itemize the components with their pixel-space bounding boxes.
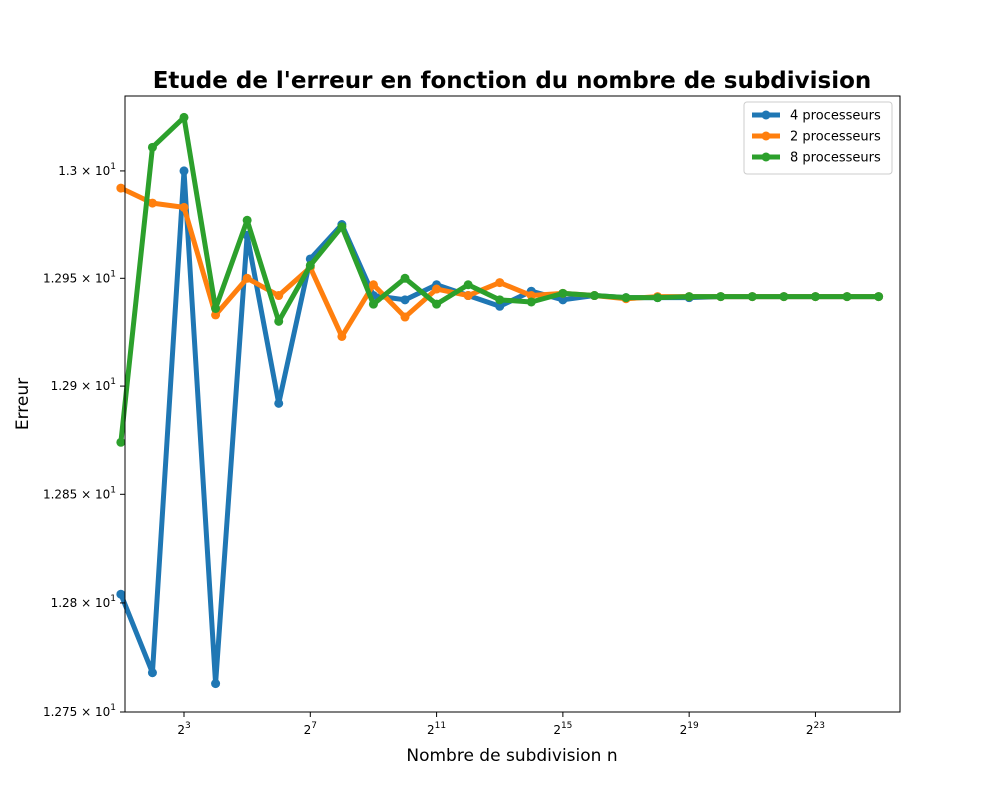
x-tick-label: 23 [177,721,190,737]
data-point [116,589,126,599]
data-point [274,316,284,326]
data-point [558,288,568,298]
data-point [495,278,505,288]
data-point [842,292,852,302]
data-point [495,295,505,305]
plot-area [116,112,884,689]
series-3 [116,112,884,447]
y-tick-label: 1.295 × 101 [43,269,116,285]
legend-box [743,101,893,175]
legend-label: 2 processeurs [790,130,881,145]
data-point [653,293,663,303]
data-point [147,142,157,152]
x-axis: 23 27 211 215 219 223 [177,712,825,737]
y-tick-label: 1.28 × 101 [51,594,116,610]
data-point [179,112,189,122]
data-point [337,331,347,341]
legend-item: 2 processeurs [752,130,881,145]
data-point [526,291,536,301]
legend-swatch-marker [761,152,771,162]
data-point [242,215,252,225]
data-point [747,292,757,302]
y-tick-label: 1.285 × 101 [43,485,116,501]
data-point [716,292,726,302]
y-tick-label: 1.3 × 101 [58,162,116,178]
data-point [463,291,473,301]
data-point [779,292,789,302]
data-point [274,291,284,301]
data-point [179,166,189,176]
data-point [526,297,536,307]
legend-item: 8 processeurs [752,151,881,166]
data-point [116,183,126,193]
data-point [432,299,442,309]
legend-label: 8 processeurs [790,151,881,166]
data-point [432,284,442,294]
data-point [147,668,157,678]
data-point [242,273,252,283]
data-point [810,292,820,302]
data-point [368,299,378,309]
data-point [368,280,378,290]
data-point [589,291,599,301]
y-axis: 1.275 × 101 1.28 × 101 1.285 × 101 1.29 × 1… [43,162,125,719]
data-point [147,198,157,208]
x-axis-title: Nombre de subdivision n [406,746,617,766]
data-point [400,295,410,305]
x-tick-label: 223 [806,721,825,737]
legend-swatch-marker [761,110,771,120]
legend: 4 processeurs 2 processeurs 8 processeurs [743,101,893,175]
chart-title: Etude de l'erreur en fonction du nombre … [153,68,872,94]
y-axis-title: Erreur [13,378,33,430]
x-tick-label: 219 [680,721,699,737]
data-point [400,273,410,283]
data-point [463,280,473,290]
x-tick-label: 215 [553,721,572,737]
plot-frame [124,95,901,713]
legend-item: 4 processeurs [752,109,881,124]
y-tick-label: 1.29 × 101 [51,377,116,393]
data-point [211,303,221,313]
data-point [684,292,694,302]
data-point [116,437,126,447]
data-point [495,301,505,311]
data-point [337,222,347,232]
legend-swatch-marker [761,131,771,141]
data-point [179,202,189,212]
data-point [400,312,410,322]
x-tick-label: 27 [304,721,317,737]
data-point [874,292,884,302]
y-tick-label: 1.275 × 101 [43,703,116,719]
x-tick-label: 211 [427,721,446,737]
legend-label: 4 processeurs [790,109,881,124]
data-point [305,260,315,270]
data-point [211,679,221,689]
data-point [274,398,284,408]
data-point [558,295,568,305]
data-point [621,293,631,303]
data-point [211,310,221,320]
